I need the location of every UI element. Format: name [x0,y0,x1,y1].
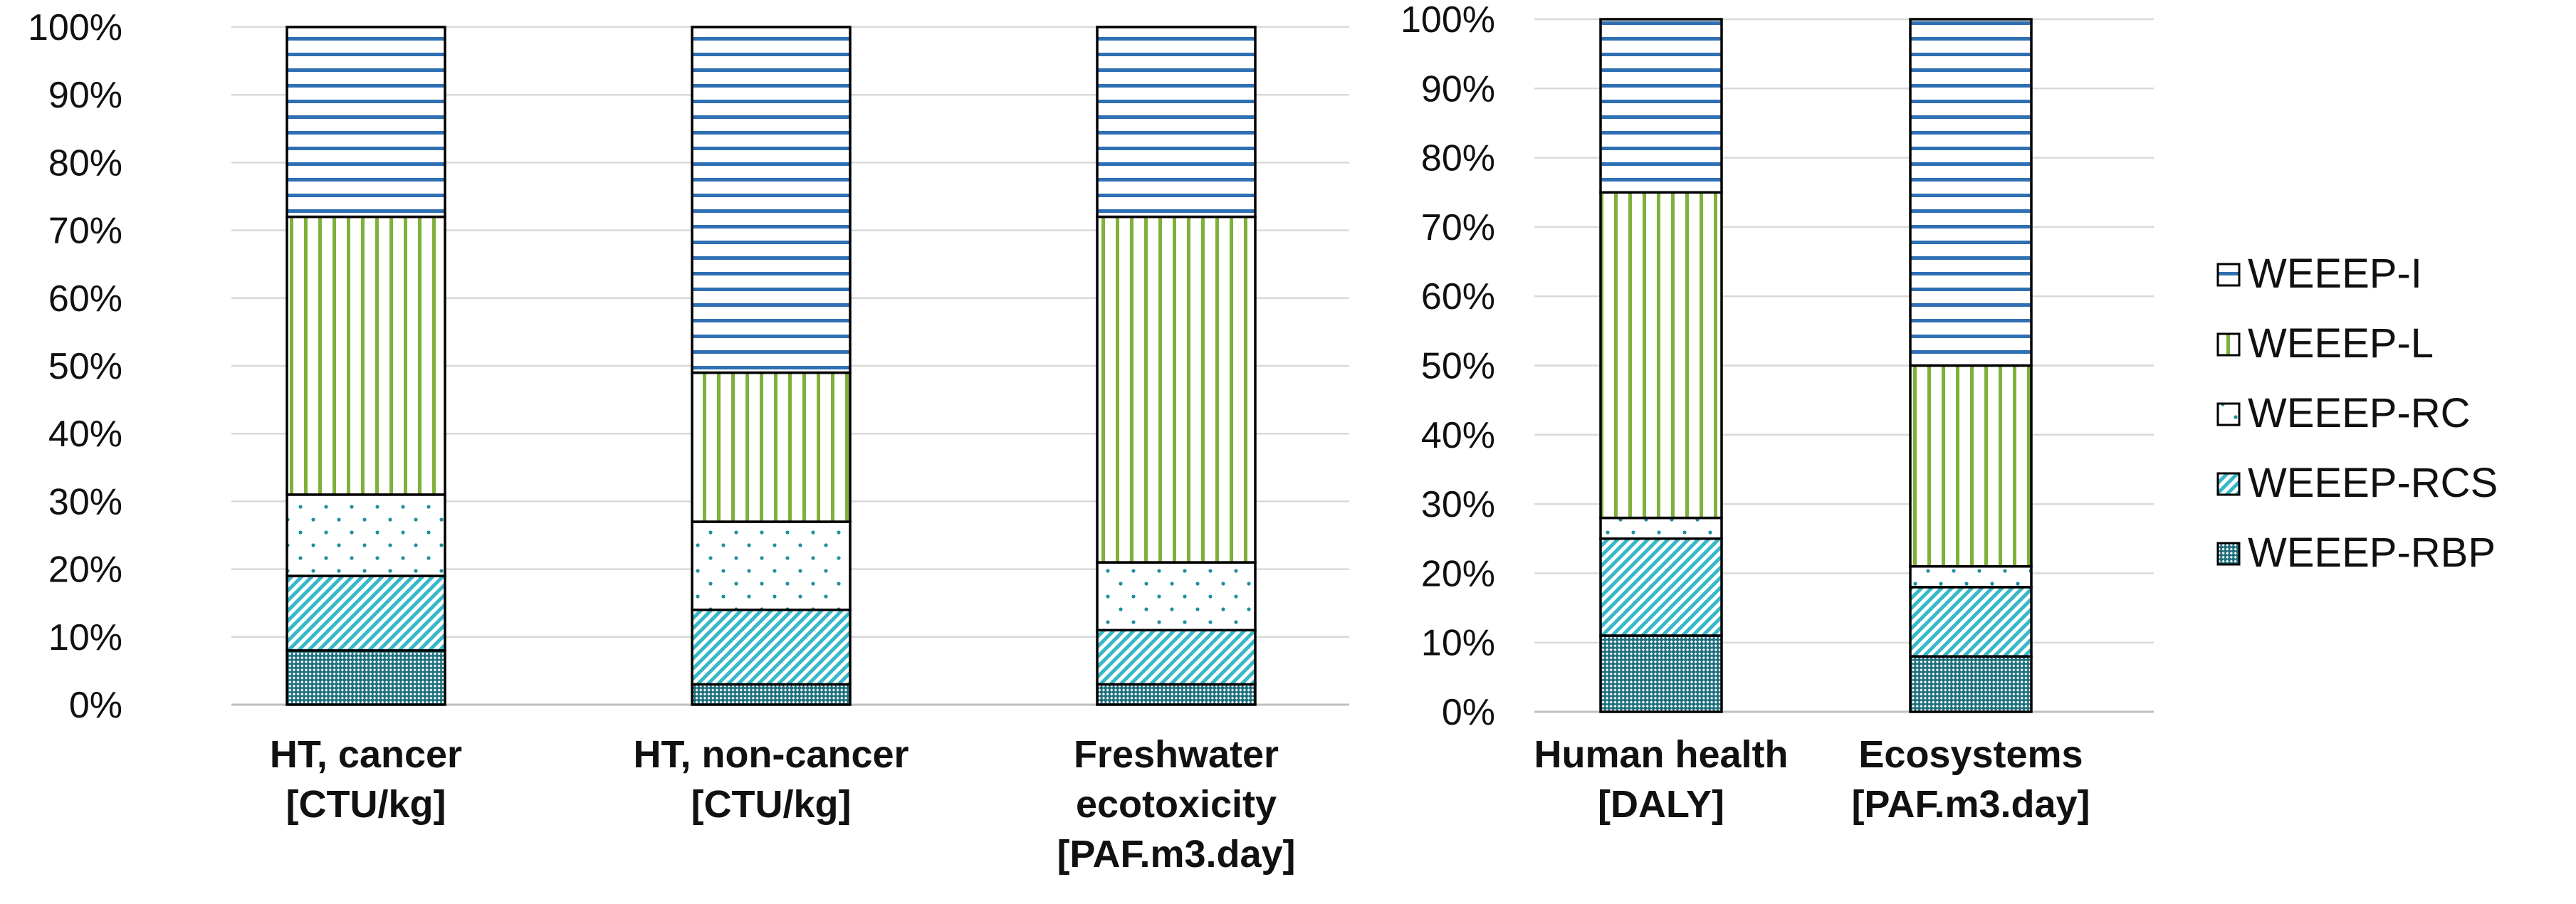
bar-segment-weeep-i-ecosystems [1909,18,2033,367]
bar-segment-weeep-i-freshwater [1096,26,1257,219]
legend-label: WEEEP-I [2248,251,2422,297]
y-tick-label: 60% [48,278,122,320]
y-tick-label: 70% [48,211,122,252]
bar-segment-weeep-rc-freshwater [1096,561,1257,632]
bar-segment-weeep-rbp-human-health [1599,634,1723,713]
legend-label: WEEEP-RCS [2248,460,2498,506]
legend-swatch [2216,263,2241,287]
y-tick-label: 10% [1421,623,1495,664]
bar-segment-weeep-rc-human-health [1599,516,1723,540]
legend-label: WEEEP-RC [2248,390,2471,436]
legend-swatch [2216,542,2241,566]
bar-segment-weeep-rbp-ecosystems [1909,655,2033,713]
bar-segment-weeep-rc-ht-non-cancer [691,520,852,611]
bar-segment-weeep-l-ht-non-cancer [691,371,852,523]
y-tick-label: 0% [69,685,122,726]
legend-item-weeep-rc: WEEEP-RC [2216,390,2471,436]
y-tick-label: 100% [1400,0,1495,41]
bar-segment-weeep-rbp-ht-non-cancer [691,683,852,706]
y-tick-label: 0% [1442,692,1495,733]
legend-label: WEEEP-L [2248,320,2434,367]
bar-segment-weeep-rcs-freshwater [1096,629,1257,686]
y-tick-label: 90% [1421,68,1495,110]
legend-item-weeep-rcs: WEEEP-RCS [2216,460,2498,506]
legend-swatch [2216,332,2241,357]
legend-item-weeep-rbp: WEEEP-RBP [2216,530,2496,576]
y-tick-label: 10% [48,617,122,658]
category-labels: HT, cancer [CTU/kg] HT, non-cancer [CTU/kg]… [270,733,2090,876]
y-tick-label: 60% [1421,276,1495,317]
bar-segment-weeep-rbp-freshwater [1096,683,1257,706]
y-tick-label: 70% [1421,207,1495,248]
bar-segment-weeep-rcs-ecosystems [1909,586,2033,658]
bar-segment-weeep-rcs-human-health [1599,537,1723,637]
bar-segments [286,18,2033,713]
y-tick-label: 20% [48,550,122,591]
y-tick-label: 30% [1421,484,1495,525]
bar-segment-weeep-l-human-health [1599,191,1723,520]
y-tick-label: 20% [1421,553,1495,594]
bar-segment-weeep-rcs-ht-cancer [286,574,446,652]
bar-segment-weeep-l-ht-cancer [286,215,446,496]
category-label-ecosystems: Ecosystems [PAF.m3.day] [1851,733,2090,826]
bar-segment-weeep-i-ht-cancer [286,26,446,219]
bar-segment-weeep-rc-ht-cancer [286,493,446,577]
legend-swatch [2216,472,2241,496]
category-label-freshwater: Freshwater ecotoxicity [PAF.m3.day] [1057,733,1295,876]
bar-segment-weeep-i-ht-non-cancer [691,26,852,374]
y-tick-label: 80% [48,142,122,184]
y-tick-label: 40% [1421,415,1495,456]
y-tick-label: 100% [28,7,122,48]
category-label-ht-non-cancer: HT, non-cancer [CTU/kg] [633,733,909,826]
legend: WEEEP-I WEEEP-L WEEEP-RC WEEEP-RCS WEEEP-RBP [2216,251,2498,576]
legend-label: WEEEP-RBP [2248,530,2496,576]
legend-item-weeep-l: WEEEP-L [2216,320,2434,367]
legend-item-weeep-i: WEEEP-I [2216,251,2422,297]
category-label-ht-cancer: HT, cancer [CTU/kg] [270,733,462,826]
bar-segment-weeep-l-ecosystems [1909,364,2033,568]
bar-segment-weeep-rbp-ht-cancer [286,649,446,706]
bar-segment-weeep-rc-ecosystems [1909,564,2033,589]
bar-segment-weeep-i-human-health [1599,18,1723,194]
y-tick-label: 50% [48,346,122,387]
y-tick-label: 90% [48,75,122,116]
category-label-human-health: Human health [DALY] [1534,733,1788,826]
y-tick-label: 40% [48,414,122,455]
y-tick-label: 80% [1421,138,1495,179]
bar-segment-weeep-l-freshwater [1096,215,1257,564]
y-tick-labels: 0% 10% 20% 30% 40% 50% 60% 70% 80% 90% 100% 0% 10% 20… [28,0,1495,733]
y-tick-label: 30% [48,481,122,522]
bar-segment-weeep-rcs-ht-non-cancer [691,608,852,686]
legend-swatch [2216,402,2241,426]
y-tick-label: 50% [1421,346,1495,387]
